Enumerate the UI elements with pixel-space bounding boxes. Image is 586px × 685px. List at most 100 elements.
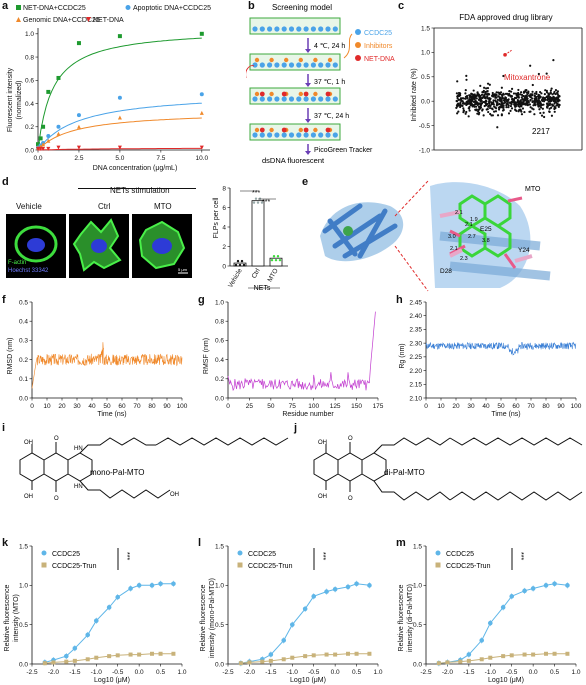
g-plot-area: 0 25 50 75 100 125 150 175 0.0 0.2 0.4 0.6 0.8 1.0 [215, 299, 384, 410]
d-stain-hoechst: Hoechst 33342 [8, 268, 49, 274]
m-point-ccdc25 [500, 605, 506, 610]
c-drug-point [523, 99, 526, 102]
panel-label-b: b [248, 0, 255, 12]
c-drug-point [542, 98, 545, 101]
c-drug-point [465, 74, 468, 78]
g-xlabel: Residue number [282, 411, 334, 418]
b-ccdc25-dot [288, 132, 295, 138]
c-drug-point [455, 104, 459, 107]
l-line-ccdc25 [240, 583, 370, 664]
c-drug-point [485, 108, 488, 111]
k-xtick-label: 0.5 [156, 669, 165, 676]
g-xtick-label: 150 [351, 403, 362, 410]
c-drug-point [558, 99, 561, 102]
l-point-ccdc25 [311, 594, 317, 599]
c-drug-point [489, 104, 492, 107]
c-drug-point [507, 106, 510, 109]
e-dist-1: 2.1 [465, 222, 473, 228]
d-bar-point [274, 258, 278, 262]
a-point-genomic [199, 110, 204, 115]
a-fit-2 [37, 117, 202, 151]
d-bar-plot: 0 2 4 6 8 Vehicle Ctrl MTO [222, 185, 288, 289]
l-ytick-label: 0.5 [215, 622, 224, 629]
e-zoom-line-bottom [394, 245, 429, 292]
m-legend-ccdc25: CCDC25 [446, 551, 474, 558]
a-point-apoptotic [199, 92, 204, 97]
m-xtick-label: 0.5 [550, 669, 559, 676]
c-drug-point [507, 93, 510, 96]
b-ccdc25-dot [310, 132, 316, 138]
m-ytick-label: 1.5 [413, 543, 422, 550]
b-ccdc25-dot [318, 132, 324, 138]
b-net-dna-dot [303, 127, 309, 133]
d-stain-factin: F-actin [8, 260, 26, 266]
b-ccdc25-dot [259, 62, 265, 68]
i-o-bottom: O [54, 496, 59, 502]
c-drug-point [525, 101, 528, 104]
d-sig-2: *** [262, 199, 270, 206]
c-drug-point [471, 99, 474, 102]
k-point-trun [128, 652, 133, 657]
b-legend-net-dna: NET-DNA [364, 56, 395, 63]
f-ytick-label: 0.2 [19, 357, 28, 364]
c-drug-point [468, 105, 471, 109]
a-xtick-label: 5.0 [115, 155, 124, 162]
c-drug-point [549, 99, 552, 102]
c-drug-point [517, 96, 520, 99]
b-ccdc25-dot [252, 62, 258, 68]
d-bar-point [240, 259, 244, 263]
k-point-trun [150, 651, 154, 656]
h-xtick-label: 70 [527, 403, 535, 410]
a-point-genomic [46, 138, 51, 143]
a-ytick-label: 1.0 [25, 31, 34, 38]
panel-label-g: g [198, 294, 205, 306]
h-xtick-label: 10 [437, 403, 445, 410]
i-compound-name: mono-Pal-MTO [90, 468, 145, 477]
panel-label-c: c [398, 0, 405, 12]
c-plot-area: 1.5 1.0 0.5 0.0 -0.5 -1.0 [419, 25, 583, 154]
d-nucleus-ctrl [91, 239, 107, 253]
l-legend-trun-marker [237, 562, 243, 568]
b-arrowhead-1 [305, 83, 311, 87]
b-ccdc25-dot [259, 96, 265, 102]
a-point-genomic [56, 131, 61, 136]
e-dist-0: 2.1 [455, 210, 463, 216]
c-drug-point [557, 105, 560, 109]
c-drug-point [479, 84, 482, 88]
d-header: NETs stimulation [110, 186, 170, 195]
m-point-trun [488, 655, 493, 660]
m-point-trun [479, 657, 484, 662]
c-drug-point [520, 93, 524, 96]
d-cell-vehicle [14, 225, 58, 263]
c-drug-point [529, 64, 532, 67]
c-drug-point [464, 102, 467, 105]
d-bar-mto [269, 257, 283, 267]
l-ylabel-2: intensity (mono-Pal-MTO) [209, 578, 216, 658]
c-drug-point [551, 104, 554, 107]
c-drug-point [465, 110, 468, 114]
i-oh-top: OH [24, 440, 33, 446]
a-point-net-dna-ccdc25 [117, 34, 122, 39]
c-drug-point [533, 94, 536, 97]
g-xtick-label: 0 [226, 403, 230, 410]
c-drug-point [471, 95, 474, 98]
l-point-trun [247, 660, 252, 665]
a-point-genomic [76, 124, 81, 129]
b-ccdc25-dot [252, 96, 258, 102]
c-drug-point [455, 99, 458, 103]
l-legend-ccdc25: CCDC25 [248, 551, 276, 558]
k-point-ccdc25 [72, 645, 78, 651]
c-drug-point [482, 91, 485, 94]
c-drug-point [500, 99, 503, 103]
b-legend-ccdc25-dot [355, 29, 361, 35]
a-ytick-label: 0.2 [25, 124, 34, 131]
f-xlabel: Time (ns) [97, 411, 126, 418]
a-point-net-dna [56, 145, 61, 150]
b-inhibitor-dot [254, 57, 260, 63]
c-drug-point [500, 86, 503, 89]
k-point-ccdc25 [93, 618, 99, 624]
c-drug-point [483, 95, 486, 98]
legend-genomic: Genomic DNA+CCDC25 [23, 17, 100, 24]
c-drug-point [478, 102, 481, 105]
panel-e-structure: MTO E25 Y24 D28 2.1 2.1 3.0 2.7 3.8 2.1 … [320, 180, 551, 292]
